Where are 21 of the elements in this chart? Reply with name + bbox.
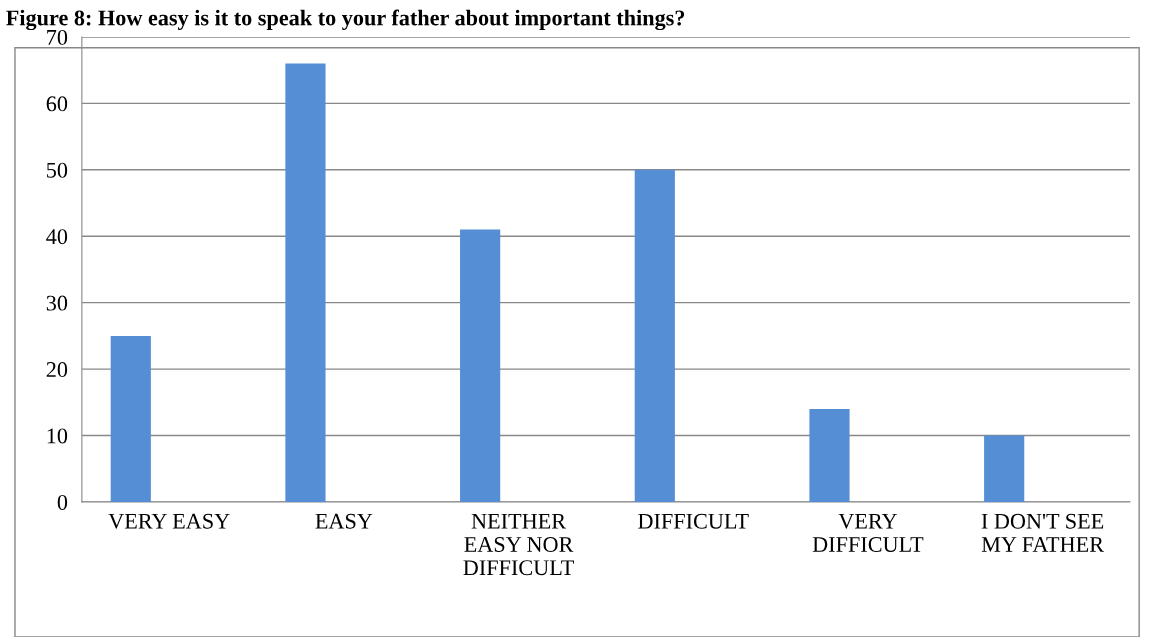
x-tick-label: NEITHER EASY NOR DIFFICULT (463, 513, 574, 576)
y-tick-label: 60 (46, 96, 68, 112)
x-tick-label: DIFFICULT (638, 513, 749, 529)
y-tick-label: 30 (46, 295, 68, 311)
bar (984, 435, 1025, 502)
y-tick-label: 0 (57, 494, 68, 510)
y-tick-label: 50 (47, 162, 68, 178)
bar (634, 169, 675, 502)
x-tick-label: I DON'T SEE MY FATHER (981, 513, 1104, 552)
x-tick-label: VERY EASY (108, 513, 230, 529)
x-tick-label: EASY (315, 513, 373, 529)
x-tick-label: VERY DIFFICULT (812, 513, 924, 552)
y-tick-label: 10 (47, 428, 68, 444)
bar (460, 229, 501, 502)
chart-title: Figure 8: How easy is it to speak to your father about important things? (6, 9, 685, 31)
y-tick-label: 70 (47, 29, 68, 45)
y-tick-label: 40 (46, 229, 68, 245)
bar (285, 63, 326, 502)
bar (110, 335, 151, 502)
y-tick-label: 20 (46, 362, 68, 378)
bar (809, 408, 850, 502)
